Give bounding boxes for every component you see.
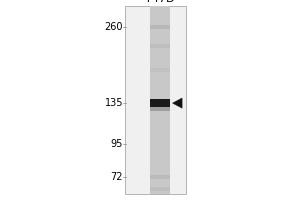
Text: 72: 72 [110, 172, 123, 182]
Bar [150, 99, 170, 107]
Text: 260: 260 [104, 22, 123, 32]
Text: 95: 95 [111, 139, 123, 149]
Bar [150, 175, 170, 179]
Bar [150, 106, 170, 111]
Bar [124, 6, 186, 194]
Bar [150, 6, 170, 194]
Bar [150, 44, 170, 48]
Text: 135: 135 [104, 98, 123, 108]
Polygon shape [172, 98, 182, 108]
Text: T47D: T47D [145, 0, 175, 4]
Bar [150, 187, 170, 191]
Bar [150, 68, 170, 72]
Bar [150, 25, 170, 29]
